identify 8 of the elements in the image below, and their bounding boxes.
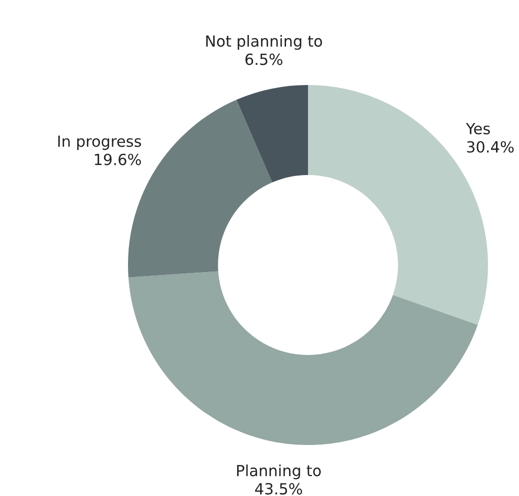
slice-label: Planning to: [237, 464, 321, 480]
data-label: 19.6%: [94, 154, 141, 166]
slice-label: Yes: [466, 123, 490, 134]
data-label: 43.5%: [255, 483, 302, 495]
slice-label: In progress: [58, 136, 142, 150]
slice-label: Not planning to: [206, 35, 322, 50]
data-label: 30.4%: [467, 141, 514, 153]
data-label: 6.5%: [245, 54, 282, 66]
